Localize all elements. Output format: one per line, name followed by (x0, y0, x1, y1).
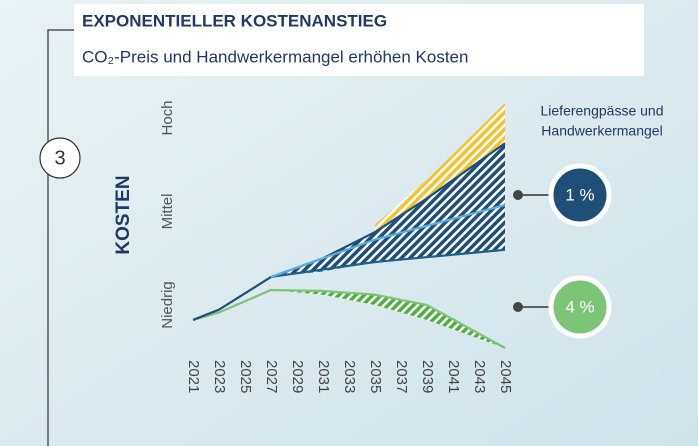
x-tick-label: 2045 (497, 360, 514, 393)
y-tick-label: Mittel (159, 194, 176, 230)
x-tick-label: 2039 (419, 360, 436, 393)
callout-label: 4 % (565, 297, 594, 316)
line (270, 203, 506, 278)
x-tick-label: 2041 (445, 360, 462, 393)
line (270, 248, 506, 279)
x-tick-label: 2031 (315, 360, 332, 393)
x-tick-label: 2043 (471, 360, 488, 393)
chart-subtitle: CO₂-Preis und Handwerkermangel erhöhen K… (82, 47, 468, 66)
x-tick-label: 2033 (341, 360, 358, 393)
badge-circle (39, 137, 81, 179)
x-tick-label: 2027 (263, 360, 280, 393)
band (271, 143, 505, 277)
band (375, 103, 505, 233)
annotation: Lieferengpässe und (541, 103, 664, 119)
badge: 3 (54, 147, 65, 169)
callout-circle (548, 275, 612, 339)
x-tick-label: 2037 (393, 360, 410, 393)
callout-circle (548, 163, 612, 227)
frame-line (47, 29, 74, 446)
x-tick-label: 2029 (289, 360, 306, 393)
x-tick-label: 2035 (367, 360, 384, 393)
line (192, 288, 506, 349)
callout-label: 1 % (565, 185, 594, 204)
y-tick-label: Niedrig (159, 281, 176, 329)
x-tick-label: 2023 (211, 360, 228, 393)
callout-dot (513, 302, 523, 312)
title-card (74, 4, 644, 76)
band (271, 290, 505, 349)
x-tick-label: 2025 (237, 360, 254, 393)
chart-title: EXPONENTIELLER KOSTENANSTIEG (82, 11, 387, 30)
y-tick-label: Hoch (159, 100, 176, 135)
x-tick-label: 2021 (185, 360, 202, 393)
callout-dot (513, 190, 523, 200)
annotation: Handwerkermangel (541, 123, 662, 139)
y-axis-label: KOSTEN (113, 175, 134, 254)
